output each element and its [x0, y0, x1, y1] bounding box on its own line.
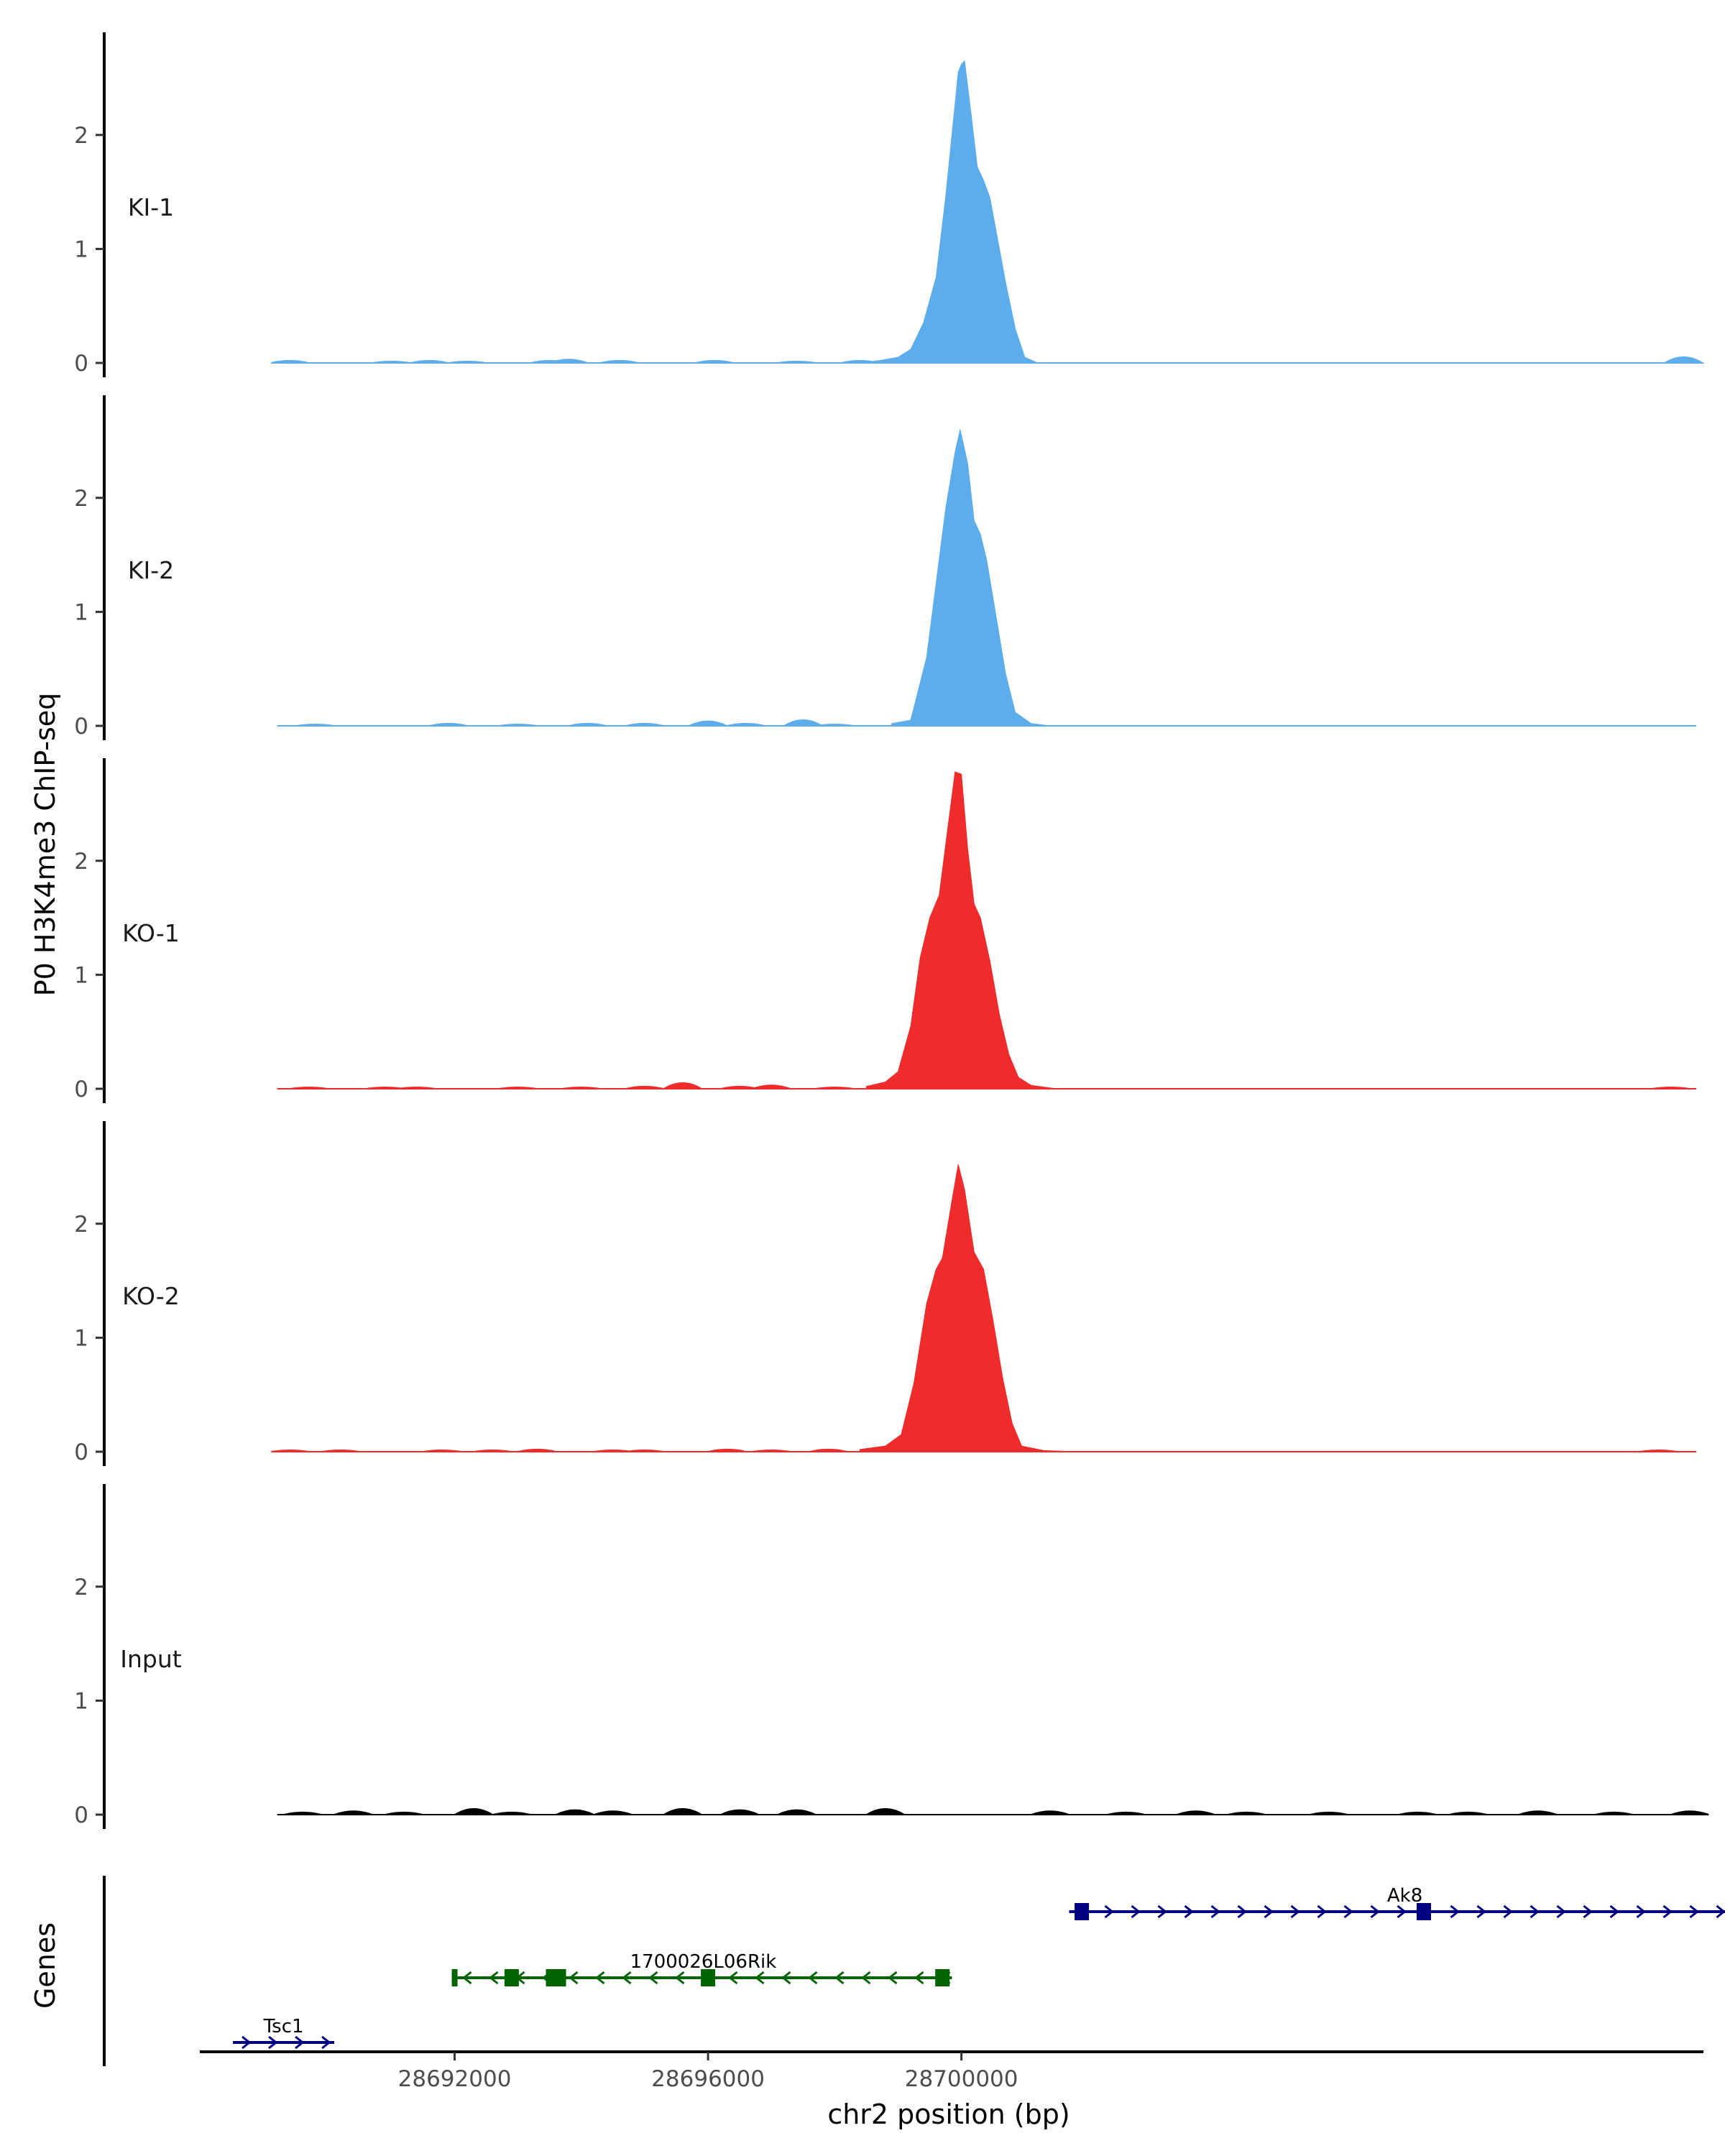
track-ko-2: 0 1 2 KO-2: [74, 1121, 1696, 1466]
strand-arrow: [1450, 1904, 1460, 1919]
y-tick-label: 2: [74, 123, 88, 149]
strand-arrow: [569, 1971, 579, 1985]
signal-peak: [891, 429, 1051, 727]
strand-arrow: [1210, 1904, 1220, 1919]
gene-ak8: Ak8: [1069, 1885, 1725, 1920]
sample-label: KI-1: [128, 193, 174, 221]
strand-arrow: [648, 1971, 658, 1985]
strand-arrow: [321, 2035, 331, 2050]
track-input: 0 1 2 Input: [74, 1484, 1709, 1829]
strand-arrow: [1264, 1904, 1274, 1919]
strand-arrow: [1556, 1904, 1566, 1919]
track-ko-1: 0 1 2 KO-1: [74, 758, 1696, 1103]
strand-arrow: [1689, 1904, 1699, 1919]
track-ki-1: 0 1 2 KI-1: [74, 32, 1705, 377]
strand-arrow: [914, 1971, 924, 1985]
exon: [701, 1969, 716, 1986]
strand-arrow: [1343, 1904, 1353, 1919]
sample-label: KO-1: [122, 919, 180, 947]
sample-label: KO-2: [122, 1282, 180, 1310]
signal-tracks: 0 1 2 KI-1 0 1 2 KI-2 0 1 2 KO-1 0 1 2 KO-2 0 1 2 Input: [74, 32, 1709, 1829]
strand-arrow: [755, 1971, 765, 1985]
x-axis-title: chr2 position (bp): [827, 2099, 1070, 2130]
track-ki-2: 0 1 2 KI-2: [74, 395, 1696, 740]
strand-arrow: [1131, 1904, 1141, 1919]
strand-arrow: [1370, 1904, 1380, 1919]
y-tick-label: 0: [74, 351, 88, 377]
strand-arrow: [1290, 1904, 1300, 1919]
strand-arrow: [1609, 1904, 1619, 1919]
signal-background: [277, 1808, 1709, 1815]
signal-peak: [860, 1164, 1076, 1452]
strand-arrow: [834, 1971, 845, 1985]
gene-tsc1: Tsc1: [233, 2016, 335, 2050]
y-tick-label: 1: [74, 962, 88, 988]
strand-arrow: [861, 1971, 871, 1985]
strand-arrow: [728, 1971, 738, 1985]
strand-arrow: [781, 1971, 791, 1985]
sample-label: Input: [120, 1645, 182, 1673]
y-tick-label: 1: [74, 1325, 88, 1351]
strand-arrow: [595, 1971, 605, 1985]
signal-background: [271, 1448, 1696, 1452]
genes-panel-label: Genes: [29, 1922, 61, 2009]
y-tick-label: 2: [74, 1212, 88, 1238]
y-axis-title: P0 H3K4me3 ChIP-seq: [29, 693, 61, 997]
genes-panel: Ak8 1700026L06Rik Tsc1: [103, 1876, 1725, 2066]
strand-arrow: [1157, 1904, 1167, 1919]
y-tick-label: 2: [74, 1575, 88, 1600]
exon: [451, 1969, 458, 1986]
exon: [546, 1969, 566, 1986]
exon: [1417, 1903, 1432, 1920]
strand-arrow: [462, 1971, 472, 1985]
y-tick-label: 0: [74, 1802, 88, 1828]
strand-arrow: [1636, 1904, 1646, 1919]
gene-label: Tsc1: [263, 2016, 304, 2037]
y-tick-label: 1: [74, 1688, 88, 1714]
strand-arrow: [1317, 1904, 1327, 1919]
strand-arrow: [1662, 1904, 1673, 1919]
strand-arrow: [268, 2035, 278, 2050]
y-tick-label: 0: [74, 714, 88, 740]
strand-arrow: [1716, 1904, 1725, 1919]
strand-arrow: [489, 1971, 499, 1985]
x-tick-label: 28700000: [905, 2066, 1018, 2092]
strand-arrow: [622, 1971, 632, 1985]
y-tick-label: 0: [74, 1439, 88, 1465]
strand-arrow: [1397, 1904, 1407, 1919]
y-tick-label: 0: [74, 1077, 88, 1102]
strand-arrow: [1104, 1904, 1114, 1919]
x-axis: 28692000 28696000 28700000: [200, 2050, 1703, 2092]
y-tick-label: 1: [74, 236, 88, 262]
sample-label: KI-2: [128, 556, 174, 584]
gene-label: Ak8: [1387, 1885, 1422, 1907]
signal-peak: [865, 771, 1057, 1089]
strand-arrow: [675, 1971, 685, 1985]
signal-background: [277, 719, 1696, 727]
x-tick-label: 28696000: [651, 2066, 765, 2092]
gene-1700026l06rik: 1700026L06Rik: [451, 1951, 952, 1986]
strand-arrow: [1583, 1904, 1593, 1919]
strand-arrow: [1237, 1904, 1247, 1919]
strand-arrow: [808, 1971, 818, 1985]
exon: [1075, 1903, 1090, 1920]
y-tick-label: 1: [74, 599, 88, 625]
y-tick-label: 2: [74, 849, 88, 875]
exon: [504, 1969, 519, 1986]
strand-arrow: [1503, 1904, 1513, 1919]
strand-arrow: [242, 2035, 252, 2050]
strand-arrow: [888, 1971, 898, 1985]
signal-peak: [878, 60, 1038, 364]
exon: [935, 1969, 950, 1986]
strand-arrow: [1476, 1904, 1486, 1919]
y-tick-label: 2: [74, 486, 88, 512]
x-tick-label: 28692000: [398, 2066, 512, 2092]
strand-arrow: [295, 2035, 305, 2050]
strand-arrow: [1184, 1904, 1194, 1919]
strand-arrow: [1530, 1904, 1540, 1919]
gene-label: 1700026L06Rik: [630, 1951, 777, 1973]
